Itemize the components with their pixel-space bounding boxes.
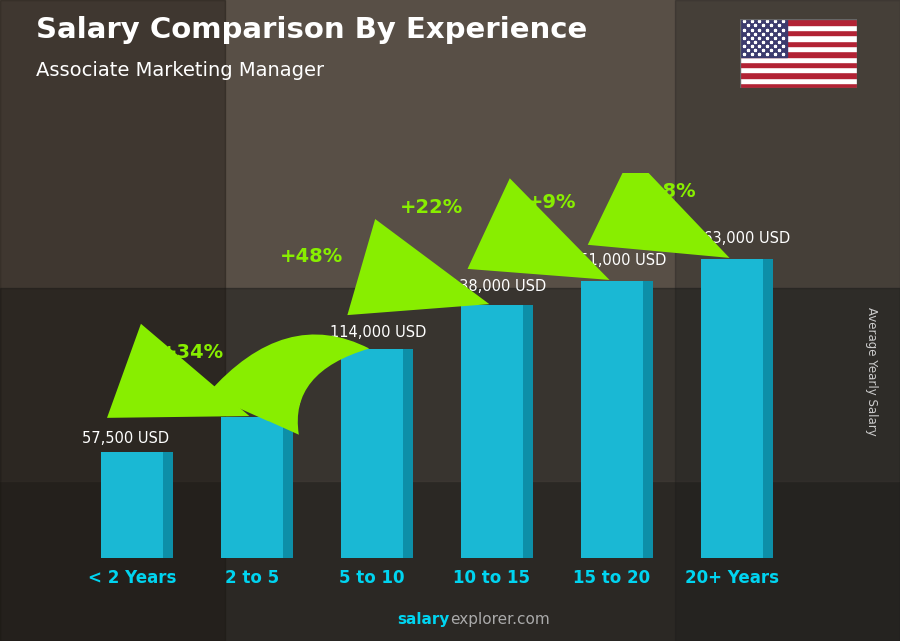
Bar: [675, 0, 900, 641]
Text: Average Yearly Salary: Average Yearly Salary: [865, 308, 878, 436]
Bar: [101, 453, 163, 558]
Text: +9%: +9%: [527, 192, 577, 212]
Bar: [740, 40, 857, 46]
Bar: [740, 83, 857, 88]
Bar: [740, 72, 857, 78]
Bar: [580, 281, 644, 558]
FancyArrowPatch shape: [208, 335, 369, 435]
Text: Salary Comparison By Experience: Salary Comparison By Experience: [36, 16, 587, 44]
Text: salary: salary: [398, 612, 450, 627]
Text: +34%: +34%: [160, 343, 223, 362]
Bar: [740, 46, 857, 51]
Bar: [0, 0, 225, 641]
Text: 76,800 USD: 76,800 USD: [213, 395, 301, 410]
Bar: [740, 56, 857, 62]
FancyArrowPatch shape: [588, 155, 730, 258]
Bar: [341, 349, 403, 558]
Text: +8%: +8%: [647, 181, 697, 201]
Bar: [740, 19, 787, 56]
Bar: [461, 305, 523, 558]
Bar: [740, 35, 857, 40]
Bar: [740, 24, 857, 30]
Text: 138,000 USD: 138,000 USD: [450, 279, 546, 294]
Bar: [740, 19, 857, 24]
Bar: [0, 288, 900, 641]
Polygon shape: [284, 417, 292, 558]
Polygon shape: [523, 305, 533, 558]
Bar: [740, 30, 857, 35]
Bar: [701, 259, 763, 558]
Polygon shape: [403, 349, 413, 558]
Polygon shape: [763, 259, 773, 558]
Polygon shape: [644, 281, 652, 558]
Text: 57,500 USD: 57,500 USD: [82, 431, 168, 446]
Text: explorer.com: explorer.com: [450, 612, 550, 627]
Text: +48%: +48%: [281, 247, 344, 267]
Bar: [740, 62, 857, 67]
Text: 163,000 USD: 163,000 USD: [694, 231, 790, 246]
FancyArrowPatch shape: [107, 324, 249, 418]
Bar: [740, 67, 857, 72]
Text: 114,000 USD: 114,000 USD: [330, 325, 427, 340]
Text: +22%: +22%: [400, 198, 464, 217]
Bar: [740, 51, 857, 56]
Text: Associate Marketing Manager: Associate Marketing Manager: [36, 61, 324, 80]
Bar: [220, 417, 284, 558]
FancyBboxPatch shape: [0, 0, 900, 481]
FancyArrowPatch shape: [347, 219, 490, 315]
FancyArrowPatch shape: [467, 178, 609, 280]
Polygon shape: [163, 453, 173, 558]
Bar: [740, 78, 857, 83]
Text: 151,000 USD: 151,000 USD: [570, 253, 666, 269]
